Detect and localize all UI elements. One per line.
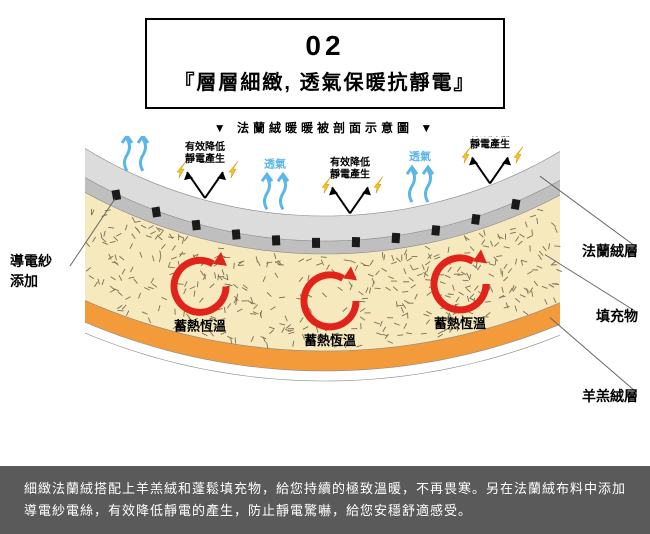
svg-text:靜電產生: 靜電產生 bbox=[185, 152, 225, 165]
left-label-conductive: 導電紗 添加 bbox=[10, 251, 52, 291]
layer-label-flannel: 法蘭絨層 bbox=[582, 241, 638, 261]
svg-text:透氣: 透氣 bbox=[409, 149, 431, 163]
svg-text:蓄熱恆溫: 蓄熱恆溫 bbox=[434, 316, 486, 331]
svg-text:有效降低: 有效降低 bbox=[470, 136, 510, 138]
svg-text:靜電產生: 靜電產生 bbox=[470, 137, 510, 150]
svg-text:透氣: 透氣 bbox=[264, 156, 286, 170]
title-number: 02 bbox=[147, 30, 503, 62]
diagram-svg: 蓄熱恆溫蓄熱恆溫蓄熱恆溫透氣有效降低靜電產生透氣有效降低靜電產生透氣有效降低靜電… bbox=[0, 136, 650, 446]
layer-label-fill: 填充物 bbox=[596, 306, 638, 326]
cross-section-diagram: 蓄熱恆溫蓄熱恆溫蓄熱恆溫透氣有效降低靜電產生透氣有效降低靜電產生透氣有效降低靜電… bbox=[0, 136, 650, 446]
footer-description: 細緻法蘭絨搭配上羊羔絨和蓬鬆填充物，給您持續的極致溫暖，不再畏寒。另在法蘭絨布料… bbox=[0, 466, 650, 534]
layer-label-sherpa: 羊羔絨層 bbox=[582, 386, 638, 406]
diagram-caption: ▼ 法蘭絨暖暖被剖面示意圖 ▼ bbox=[0, 119, 650, 136]
svg-text:有效降低: 有效降低 bbox=[185, 140, 225, 153]
svg-text:蓄熱恆溫: 蓄熱恆溫 bbox=[304, 333, 356, 348]
title-subtitle: 『層層細緻, 透氣保暖抗靜電』 bbox=[147, 66, 503, 95]
svg-text:有效降低: 有效降低 bbox=[330, 155, 370, 168]
title-box: 02 『層層細緻, 透氣保暖抗靜電』 bbox=[145, 18, 505, 109]
svg-text:靜電產生: 靜電產生 bbox=[330, 167, 370, 180]
svg-text:蓄熱恆溫: 蓄熱恆溫 bbox=[174, 318, 226, 333]
